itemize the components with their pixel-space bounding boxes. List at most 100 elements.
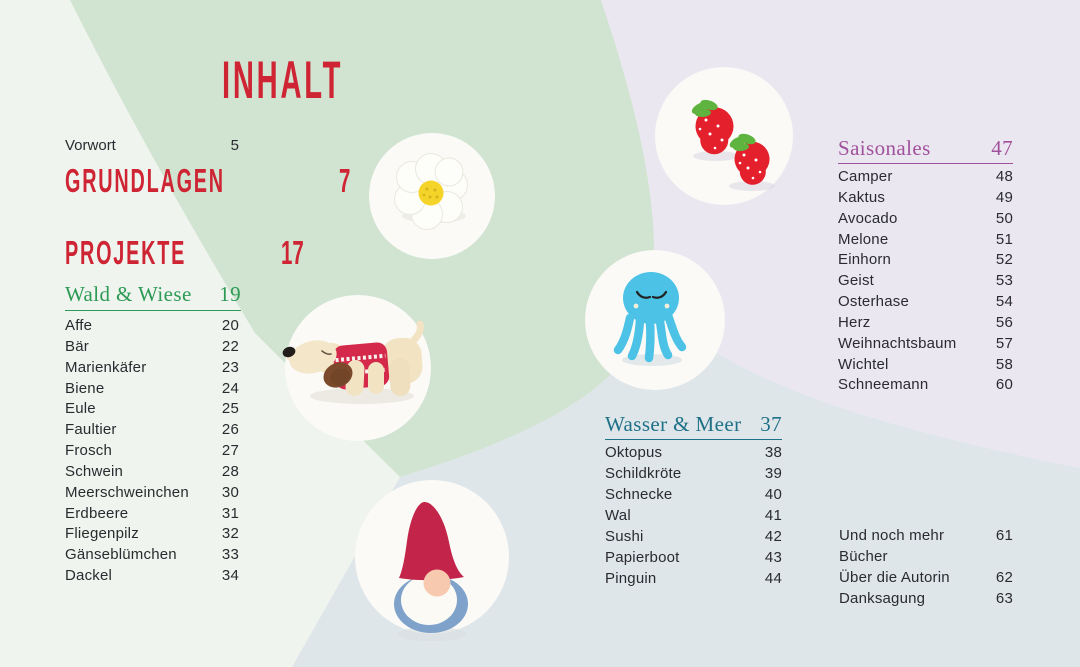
toc-entry-label: Gänseblümchen xyxy=(65,546,177,564)
toc-entry: Oktopus 38 xyxy=(605,442,782,463)
toc-entry: Bär 22 xyxy=(65,337,239,358)
toc-entry-label: Bär xyxy=(65,337,89,355)
toc-entry: Meerschweinchen 30 xyxy=(65,483,239,504)
toc-entry: Erdbeere 31 xyxy=(65,504,239,525)
toc-entry: Und noch mehr Bücher 61 xyxy=(839,526,1013,568)
toc-entry: Melone 51 xyxy=(838,230,1013,251)
toc-entry-label: Wal xyxy=(605,507,631,524)
toc-entry-label: Schildkröte xyxy=(605,465,682,482)
toc-entry-page: 26 xyxy=(221,421,239,439)
toc-entry-label: Über die Autorin xyxy=(839,568,950,586)
toc-entry-page: 40 xyxy=(764,486,782,503)
toc-entry: Gänseblümchen 33 xyxy=(65,545,239,566)
toc-entry-page: 27 xyxy=(221,442,239,460)
toc-entry-page: 20 xyxy=(221,317,239,334)
toc-entry-page: 28 xyxy=(221,462,239,480)
crochet-gnome-photo xyxy=(394,501,468,641)
toc-entry-page: 54 xyxy=(995,293,1013,311)
toc-entry-label: Einhorn xyxy=(838,251,892,269)
toc-entry-label: Eule xyxy=(65,400,96,418)
toc-entry-page: 61 xyxy=(995,527,1013,544)
toc-entry: Herz 56 xyxy=(838,313,1013,334)
toc-entry: Osterhase 54 xyxy=(838,292,1013,313)
group-name: Wasser & Meer xyxy=(605,412,742,436)
toc-entry-label: Und noch mehr Bücher xyxy=(839,527,945,565)
toc-entry: Schildkröte 39 xyxy=(605,463,782,484)
toc-part-grundlagen: GRUNDLAGEN 7 xyxy=(65,162,350,199)
toc-entry: Wal 41 xyxy=(605,505,782,526)
toc-entry-label: Avocado xyxy=(838,209,898,227)
toc-entry-page: 41 xyxy=(764,507,782,524)
toc-entry: Geist 53 xyxy=(838,271,1013,292)
toc-entry: Schneemann 60 xyxy=(838,375,1013,396)
group-header-wasser-meer: Wasser & Meer 37 xyxy=(605,413,782,440)
crochet-dachshund-photo xyxy=(282,320,424,404)
toc-entry-page: 33 xyxy=(221,546,239,564)
toc-entry: Affe 20 xyxy=(65,316,239,337)
toc-entry-page: 23 xyxy=(221,358,239,376)
toc-entry-page: 51 xyxy=(995,230,1013,248)
toc-entry: Eule 25 xyxy=(65,399,239,420)
group-header-wald-wiese: Wald & Wiese 19 xyxy=(65,283,241,311)
toc-entry: Sushi 42 xyxy=(605,526,782,547)
group-list-wasser-meer: Oktopus 38 Schildkröte 39 Schnecke 40 Wal 41… xyxy=(605,442,782,589)
background-mint-region xyxy=(70,0,655,477)
toc-entry-page: 34 xyxy=(221,567,239,585)
toc-entry-label: Schneemann xyxy=(838,376,929,394)
toc-entry-page: 48 xyxy=(995,168,1013,185)
toc-entry-vorwort: Vorwort 5 xyxy=(65,135,239,156)
toc-entry-page: 63 xyxy=(995,589,1013,607)
toc-entry-label: Oktopus xyxy=(605,444,663,461)
toc-entry-label: Frosch xyxy=(65,442,113,460)
toc-entry-page: 39 xyxy=(764,465,782,482)
toc-entry: Biene 24 xyxy=(65,379,239,400)
toc-entry-label: Camper xyxy=(838,168,893,185)
toc-entry-label: Danksagung xyxy=(839,589,926,607)
toc-entry-label: Fliegenpilz xyxy=(65,525,139,543)
toc-entry: Avocado 50 xyxy=(838,209,1013,230)
toc-part-page: 17 xyxy=(280,234,304,271)
toc-entry: Dackel 34 xyxy=(65,566,239,587)
group-page: 37 xyxy=(760,412,782,436)
toc-entry-label: Affe xyxy=(65,317,93,334)
toc-entry-page: 22 xyxy=(221,337,239,355)
toc-entry-page: 52 xyxy=(995,251,1013,269)
toc-entry: Kaktus 49 xyxy=(838,188,1013,209)
toc-entry-label: Osterhase xyxy=(838,293,909,311)
toc-entry-page: 25 xyxy=(221,400,239,418)
crochet-strawberries-photo xyxy=(691,99,775,191)
toc-entry-label: Kaktus xyxy=(838,188,886,206)
toc-entry-page: 56 xyxy=(995,313,1013,331)
toc-entry-label: Wichtel xyxy=(838,355,889,373)
toc-entry-page: 49 xyxy=(995,188,1013,206)
toc-entry-label: Meerschweinchen xyxy=(65,483,189,501)
toc-entry-label: Dackel xyxy=(65,567,113,585)
toc-entry-page: 32 xyxy=(221,525,239,543)
toc-entry-page: 57 xyxy=(995,334,1013,352)
page-title: INHALT xyxy=(222,51,344,110)
toc-entry-label: Geist xyxy=(838,272,875,290)
toc-entry: Papierboot 43 xyxy=(605,547,782,568)
toc-part-projekte: PROJEKTE 17 xyxy=(65,236,304,269)
toc-entry-label: Schnecke xyxy=(605,486,673,503)
toc-entry-page: 62 xyxy=(995,568,1013,586)
crochet-daisy-photo xyxy=(394,153,468,230)
toc-entry-label: Sushi xyxy=(605,528,644,545)
group-page: 47 xyxy=(991,136,1013,160)
toc-entry-label: Schwein xyxy=(65,462,124,480)
toc-entry-page: 58 xyxy=(995,355,1013,373)
toc-entry-page: 5 xyxy=(230,137,239,154)
toc-entry: Weihnachtsbaum 57 xyxy=(838,334,1013,355)
toc-entry: Pinguin 44 xyxy=(605,568,782,589)
toc-entry-label: Biene xyxy=(65,379,105,397)
group-header-saisonales: Saisonales 47 xyxy=(838,137,1013,164)
toc-entry: Frosch 27 xyxy=(65,441,239,462)
toc-part-label: GRUNDLAGEN xyxy=(65,162,225,199)
toc-entry-page: 50 xyxy=(995,209,1013,227)
toc-entry: Marienkäfer 23 xyxy=(65,358,239,379)
toc-entry: Faultier 26 xyxy=(65,420,239,441)
toc-entry: Über die Autorin 62 xyxy=(839,568,1013,589)
toc-entry-page: 42 xyxy=(764,528,782,545)
